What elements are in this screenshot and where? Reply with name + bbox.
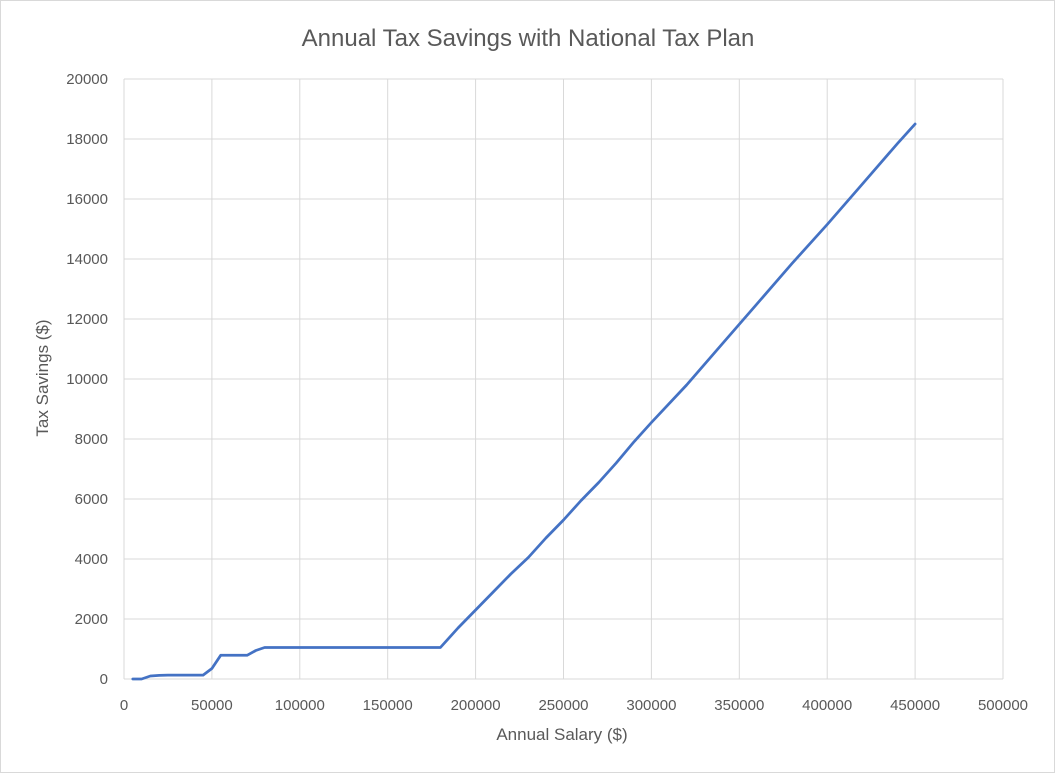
- x-tick-label: 50000: [191, 697, 233, 714]
- gridlines: [123, 78, 1004, 679]
- y-tick-label: 14000: [66, 251, 108, 268]
- x-tick-label: 200000: [451, 697, 501, 714]
- y-tick-label: 20000: [66, 71, 108, 88]
- x-tick-label: 150000: [363, 697, 413, 714]
- x-tick-label: 250000: [538, 697, 588, 714]
- y-tick-label: 10000: [66, 371, 108, 388]
- x-tick-label: 450000: [890, 697, 940, 714]
- y-tick-label: 0: [100, 671, 108, 688]
- y-tick-label: 6000: [75, 491, 108, 508]
- y-tick-label: 4000: [75, 551, 108, 568]
- x-tick-label: 300000: [626, 697, 676, 714]
- chart-title: Annual Tax Savings with National Tax Pla…: [302, 25, 755, 52]
- y-tick-label: 2000: [75, 611, 108, 628]
- y-axis-title: Tax Savings ($): [33, 319, 52, 436]
- x-tick-label: 0: [120, 697, 128, 714]
- x-tick-label: 350000: [714, 697, 764, 714]
- y-tick-label: 12000: [66, 311, 108, 328]
- y-tick-label: 16000: [66, 191, 108, 208]
- x-tick-label: 400000: [802, 697, 852, 714]
- series-line: [131, 122, 917, 681]
- y-tick-label: 18000: [66, 131, 108, 148]
- x-axis-title: Annual Salary ($): [496, 725, 627, 744]
- x-tick-label: 100000: [275, 697, 325, 714]
- tick-labels: 0 2000 4000 6000 8000 10000 12000 14000 16000 180…: [66, 71, 1028, 714]
- series-layer: [131, 122, 917, 681]
- y-tick-label: 8000: [75, 431, 108, 448]
- x-tick-label: 500000: [978, 697, 1028, 714]
